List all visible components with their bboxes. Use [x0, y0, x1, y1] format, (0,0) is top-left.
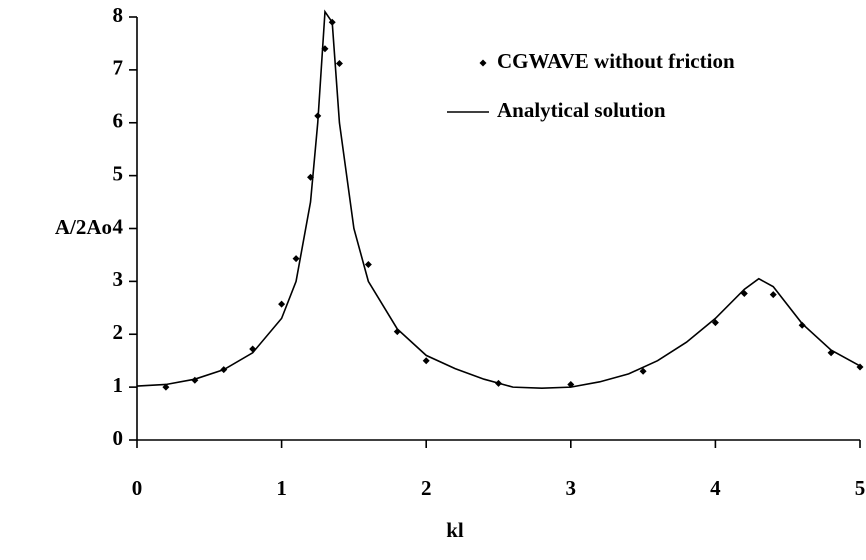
y-tick-label: 7 [113, 56, 124, 80]
x-tick-label: 5 [855, 476, 866, 500]
data-point [335, 60, 343, 68]
y-tick-label: 0 [113, 426, 124, 450]
data-point [278, 300, 286, 308]
y-axis-label: A/2Ao [55, 215, 112, 239]
y-tick-label: 8 [113, 3, 124, 27]
x-axis-label: kl [446, 518, 464, 542]
y-tick-label: 2 [113, 320, 124, 344]
x-tick-label: 2 [421, 476, 432, 500]
y-tick-label: 1 [113, 373, 124, 397]
x-tick-label: 4 [710, 476, 721, 500]
data-point [422, 357, 430, 365]
y-tick-label: 3 [113, 267, 124, 291]
y-tick-label: 5 [113, 161, 124, 185]
data-point [292, 255, 300, 263]
x-tick-label: 1 [276, 476, 287, 500]
y-tick-label: 4 [113, 214, 124, 238]
data-point [639, 367, 647, 375]
data-point [711, 319, 719, 327]
legend-marker [479, 59, 487, 67]
data-point [364, 260, 372, 268]
x-tick-label: 3 [566, 476, 577, 500]
legend-label: CGWAVE without friction [497, 49, 735, 73]
data-point [798, 321, 806, 329]
data-point [769, 291, 777, 299]
legend-label: Analytical solution [497, 98, 666, 122]
data-line [136, 9, 861, 389]
x-tick-label: 0 [132, 476, 143, 500]
y-tick-label: 6 [113, 109, 124, 133]
